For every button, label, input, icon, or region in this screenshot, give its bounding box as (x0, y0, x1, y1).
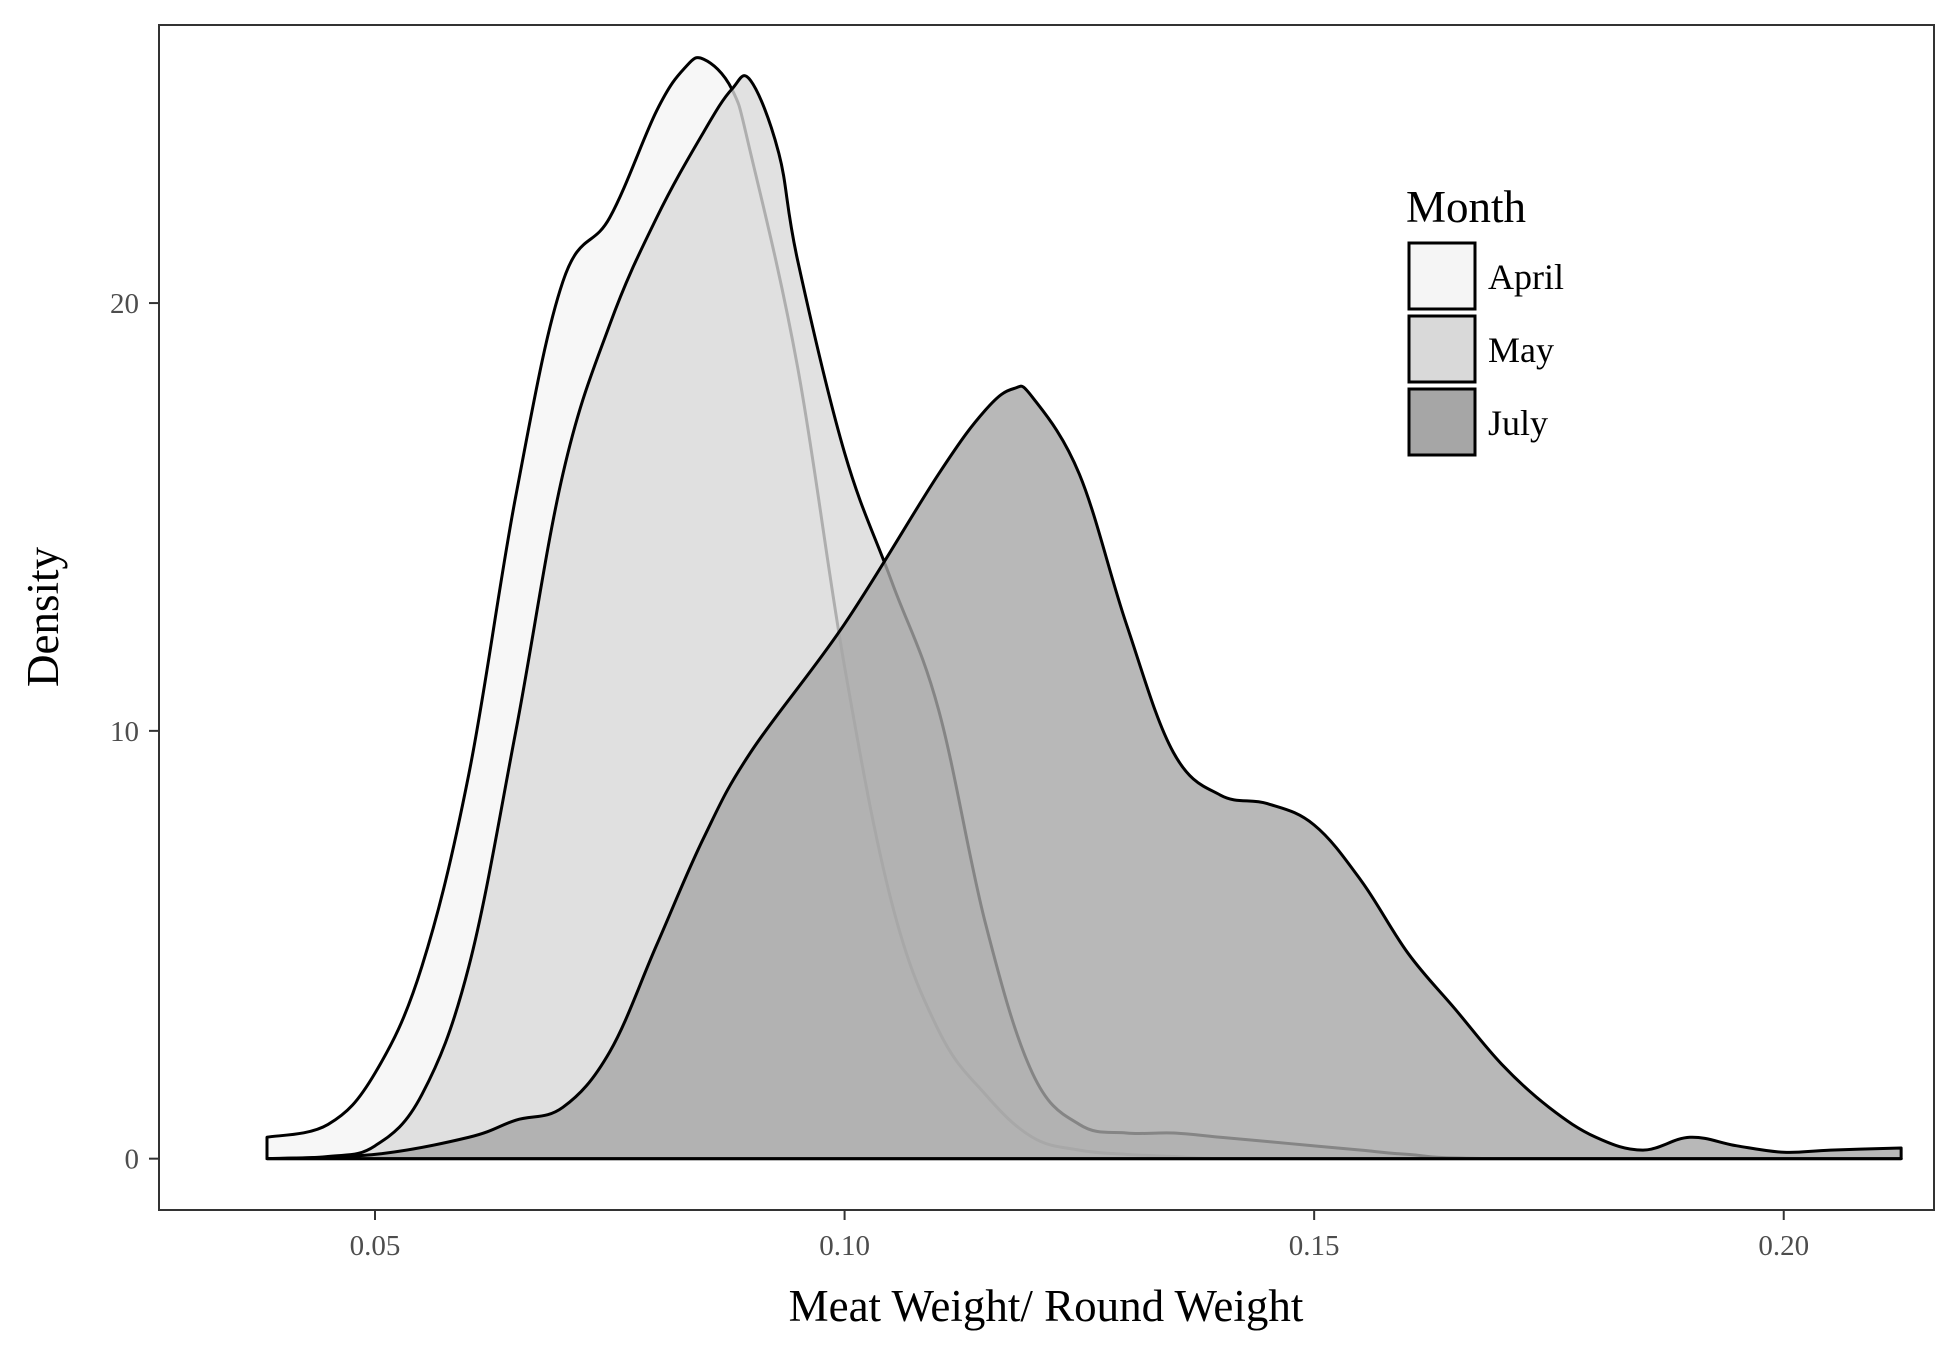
legend-key-july (1407, 387, 1477, 457)
legend-title: Month (1406, 182, 1526, 232)
x-axis: 0.05 0.10 0.15 0.20 (350, 1210, 1809, 1262)
plot-border (158, 24, 1935, 1211)
legend: Month April May July (1406, 182, 1564, 457)
x-tick-label: 0.05 (350, 1230, 401, 1262)
y-axis: 0 10 20 (110, 288, 159, 1176)
x-axis-title: Meat Weight/ Round Weight (789, 1281, 1304, 1331)
x-tick-label: 0.20 (1758, 1230, 1809, 1262)
density-areas (265, 56, 1903, 1161)
y-axis-title: Density (18, 547, 68, 687)
x-tick-label: 0.10 (819, 1230, 870, 1262)
x-tick-label: 0.15 (1289, 1230, 1340, 1262)
legend-label-july: July (1488, 403, 1548, 443)
legend-key-may (1407, 314, 1477, 384)
legend-label-april: April (1488, 257, 1564, 297)
y-tick-label: 20 (110, 288, 139, 320)
legend-label-may: May (1488, 330, 1554, 370)
y-tick-label: 0 (125, 1144, 140, 1176)
density-area-july (265, 384, 1903, 1161)
y-tick-label: 10 (110, 716, 139, 748)
legend-key-april (1407, 241, 1477, 311)
